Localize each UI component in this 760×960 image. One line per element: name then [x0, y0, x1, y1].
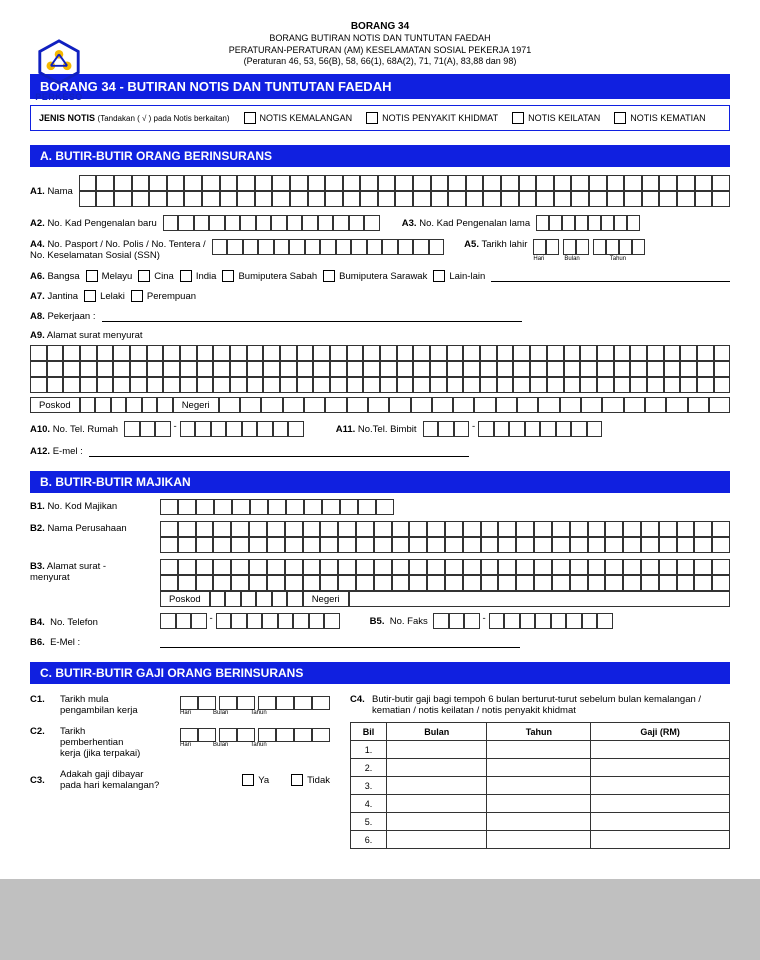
a9-row: A9. Alamat surat menyurat Poskod Negeri [30, 330, 730, 413]
a9-negeri-label: Negeri [173, 397, 219, 413]
c3-ya[interactable]: Ya [242, 774, 269, 786]
form-page: PERKESO BORANG 34 BORANG BUTIRAN NOTIS D… [0, 0, 760, 879]
a5-dob[interactable] [533, 239, 645, 255]
c3-row: C3. Adakah gaji dibayar pada hari kemala… [30, 769, 330, 791]
b2-row: B2. Nama Perusahaan [30, 521, 730, 553]
org-logo-block: PERKESO [35, 38, 83, 102]
notice-sub: (Tandakan ( √ ) pada Notis berkaitan) [98, 114, 230, 123]
c2-row: C2. Tarikh pemberhentian kerja (jika ter… [30, 726, 330, 759]
c3-tidak[interactable]: Tidak [291, 774, 330, 786]
c4-text: Butir-butir gaji bagi tempoh 6 bulan ber… [372, 694, 730, 716]
section-c-bar: C. BUTIR-BUTIR GAJI ORANG BERINSURANS [30, 662, 730, 684]
a10-a11-row: A10. No. Tel. Rumah - A11. No.Tel. Bimbi… [30, 421, 730, 437]
a4-passport[interactable] [212, 239, 445, 255]
header-form-no: BORANG 34 [30, 20, 730, 33]
c1-date[interactable] [180, 696, 330, 710]
a6-india[interactable]: India [180, 270, 217, 282]
notice-type-box: JENIS NOTIS (Tandakan ( √ ) pada Notis b… [30, 105, 730, 131]
a9-poskod-label: Poskod [30, 397, 80, 413]
a7-perempuan[interactable]: Perempuan [131, 290, 196, 302]
b4-telefon[interactable]: - [160, 613, 340, 629]
perkeso-logo-icon [35, 38, 83, 86]
b3-row: B3. Alamat surat - menyurat Poskod Neger… [30, 559, 730, 607]
a7-lelaki[interactable]: Lelaki [84, 290, 125, 302]
header-line3: PERATURAN-PERATURAN (AM) KESELAMATAN SOS… [30, 45, 730, 57]
header-line4: (Peraturan 46, 53, 56(B), 58, 66(1), 68A… [30, 56, 730, 68]
a8-pekerjaan[interactable] [102, 310, 522, 322]
a12-row: A12. E-mel : [30, 445, 730, 457]
b3-negeri[interactable] [349, 591, 730, 607]
a9-poskod[interactable] [80, 397, 173, 413]
notice-opt-penyakit[interactable]: NOTIS PENYAKIT KHIDMAT [366, 112, 498, 124]
a4-a5-row: A4. No. Pasport / No. Polis / No. Tenter… [30, 239, 730, 262]
b4-b5-row: B4. No. Telefon - B5. No. Faks - [30, 613, 730, 629]
a6-cina[interactable]: Cina [138, 270, 174, 282]
a10-tel-rumah[interactable]: - [124, 421, 304, 437]
a6-melayu[interactable]: Melayu [86, 270, 133, 282]
header-block: BORANG 34 BORANG BUTIRAN NOTIS DAN TUNTU… [30, 20, 730, 68]
a1-row: A1. Nama [30, 175, 730, 207]
a7-row: A7. Jantina Lelaki Perempuan [30, 290, 730, 302]
b6-email[interactable] [160, 636, 520, 648]
notice-opt-kemalangan[interactable]: NOTIS KEMALANGAN [244, 112, 353, 124]
a9-negeri[interactable] [219, 397, 730, 413]
a9-address-grid[interactable] [30, 345, 730, 393]
a6-lain[interactable]: Lain-lain [433, 270, 485, 282]
c4-gaji-table[interactable]: Bil Bulan Tahun Gaji (RM) 1. 2. 3. 4. 5.… [350, 722, 730, 849]
org-name: PERKESO [35, 92, 83, 102]
b5-faks[interactable]: - [433, 613, 613, 629]
section-a-bar: A. BUTIR-BUTIR ORANG BERINSURANS [30, 145, 730, 167]
a6-bumi-sabah[interactable]: Bumiputera Sabah [222, 270, 317, 282]
b6-row: B6. E-Mel : [30, 635, 730, 648]
section-b-bar: B. BUTIR-BUTIR MAJIKAN [30, 471, 730, 493]
a12-email[interactable] [89, 445, 469, 457]
notice-opt-kematian[interactable]: NOTIS KEMATIAN [614, 112, 705, 124]
notice-opt-keilatan[interactable]: NOTIS KEILATAN [512, 112, 600, 124]
c1-row: C1. Tarikh mula pengambilan kerja HariBu… [30, 694, 330, 716]
c2-date[interactable] [180, 728, 330, 742]
b1-kod-majikan[interactable] [160, 499, 394, 515]
notice-lead: JENIS NOTIS [39, 113, 95, 123]
a3-ic-old[interactable] [536, 215, 640, 231]
a6-lain-text[interactable] [491, 270, 730, 282]
a6-bumi-sarawak[interactable]: Bumiputera Sarawak [323, 270, 427, 282]
a6-row: A6. Bangsa Melayu Cina India Bumiputera … [30, 270, 730, 282]
a1-name-grid[interactable] [79, 175, 730, 207]
b3-alamat[interactable] [160, 559, 730, 591]
a2-ic-new[interactable] [163, 215, 380, 231]
header-line2: BORANG BUTIRAN NOTIS DAN TUNTUTAN FAEDAH [30, 33, 730, 45]
a2-a3-row: A2. No. Kad Pengenalan baru A3. No. Kad … [30, 215, 730, 231]
a8-row: A8. Pekerjaan : [30, 310, 730, 322]
b3-poskod[interactable] [210, 591, 303, 607]
section-c-body: C1. Tarikh mula pengambilan kerja HariBu… [30, 694, 730, 849]
b2-nama[interactable] [160, 521, 730, 553]
title-bar: BORANG 34 - BUTIRAN NOTIS DAN TUNTUTAN F… [30, 74, 730, 99]
b1-row: B1. No. Kod Majikan [30, 499, 730, 515]
a11-tel-bimbit[interactable]: - [423, 421, 603, 437]
